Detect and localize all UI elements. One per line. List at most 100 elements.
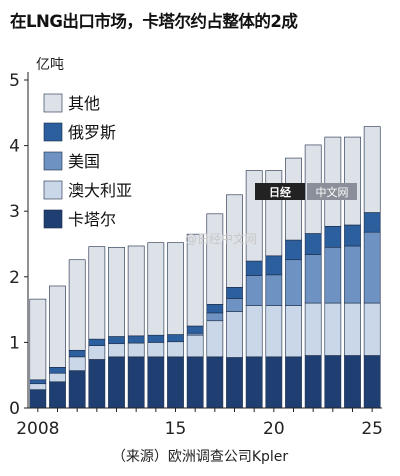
- bar-segment-卡塔尔-2019: [245, 356, 263, 409]
- bar-segment-澳大利亚-2018: [226, 311, 243, 358]
- legend-label-其他: 其他: [68, 94, 100, 113]
- bar-segment-其他-2013: [127, 245, 145, 337]
- x-tick-label-2015: 15: [165, 419, 187, 439]
- bar-segment-卡塔尔-2013: [127, 356, 145, 409]
- bar-segment-俄罗斯-2016: [186, 325, 204, 334]
- bar-segment-澳大利亚-2014: [147, 342, 165, 358]
- bar-segment-澳大利亚-2015: [167, 341, 184, 358]
- watermark-logo-box: [255, 183, 305, 200]
- bar-segment-其他-2017: [206, 213, 224, 305]
- legend-swatch-俄罗斯: [43, 122, 63, 142]
- bar-segment-俄罗斯-2011: [88, 338, 106, 346]
- bar-segment-澳大利亚-2009: [49, 372, 66, 383]
- bar-segment-卡塔尔-2023: [324, 355, 342, 409]
- bar-segment-美国-2019: [245, 275, 263, 306]
- bar-segment-其他-2024: [344, 136, 361, 226]
- watermark-weibo: @日经中文网: [185, 231, 257, 246]
- bar-segment-美国-2017: [206, 312, 224, 322]
- bar-segment-其他-2016: [186, 233, 204, 327]
- bar-segment-卡塔尔-2009: [49, 381, 66, 409]
- bar-segment-卡塔尔-2016: [186, 356, 204, 409]
- bar-segment-俄罗斯-2014: [147, 334, 165, 343]
- bar-segment-澳大利亚-2025: [363, 302, 381, 356]
- bar-segment-其他-2008: [29, 298, 47, 381]
- bar-segment-澳大利亚-2020: [265, 305, 283, 358]
- source-note: （来源）欧洲调查公司Kpler: [111, 449, 289, 465]
- bar-segment-澳大利亚-2011: [88, 345, 106, 360]
- bar-segment-俄罗斯-2020: [265, 255, 283, 276]
- watermark-site: 中文网: [316, 185, 349, 199]
- bar-segment-卡塔尔-2008: [29, 389, 47, 409]
- bar-segment-澳大利亚-2022: [304, 302, 322, 356]
- bar-segment-卡塔尔-2014: [147, 356, 165, 409]
- bar-segment-澳大利亚-2017: [206, 320, 224, 358]
- bar-segment-澳大利亚-2024: [344, 302, 361, 356]
- bar-segment-俄罗斯-2009: [49, 367, 66, 374]
- bar-segment-卡塔尔-2018: [226, 357, 243, 409]
- bar-segment-澳大利亚-2023: [324, 302, 342, 356]
- legend-label-俄罗斯: 俄罗斯: [68, 123, 116, 142]
- bar-segment-俄罗斯-2017: [206, 304, 224, 314]
- bar-segment-澳大利亚-2012: [108, 343, 125, 358]
- bar-segment-俄罗斯-2021: [285, 239, 302, 261]
- bar-segment-卡塔尔-2012: [108, 356, 125, 409]
- y-tick-label-5: 5: [9, 71, 20, 91]
- watermark: 日经 中文网 @日经中文网: [185, 183, 357, 246]
- bar-segment-俄罗斯-2024: [344, 224, 361, 247]
- legend-swatch-澳大利亚: [43, 180, 63, 200]
- bar-segment-俄罗斯-2013: [127, 335, 145, 344]
- y-axis-unit: 亿吨: [36, 57, 64, 73]
- bar-segment-美国-2024: [344, 245, 361, 304]
- legend-label-澳大利亚: 澳大利亚: [68, 181, 132, 200]
- bar-segment-澳大利亚-2008: [29, 383, 47, 390]
- bar-segment-俄罗斯-2023: [324, 225, 342, 248]
- bar-segment-美国-2025: [363, 231, 381, 304]
- bar-segment-澳大利亚-2019: [245, 305, 263, 358]
- bar-segment-其他-2011: [88, 246, 106, 340]
- legend-swatch-美国: [43, 151, 63, 171]
- watermark-site-box: [307, 183, 357, 200]
- axis-layer: 0 1 2 3 4 5 亿吨 2008 15 20 25: [9, 57, 383, 439]
- legend-label-卡塔尔: 卡塔尔: [68, 210, 116, 229]
- y-tick-label-0: 0: [9, 399, 20, 419]
- bar-segment-卡塔尔-2011: [88, 359, 106, 409]
- y-tick-label-3: 3: [9, 202, 20, 222]
- bar-segment-美国-2023: [324, 246, 342, 304]
- x-tick-label-2020: 20: [263, 419, 285, 439]
- bar-segment-俄罗斯-2025: [363, 212, 381, 233]
- bars-layer: [29, 126, 381, 409]
- bar-segment-澳大利亚-2021: [285, 305, 302, 358]
- bar-segment-其他-2023: [324, 136, 342, 227]
- legend-swatch-卡塔尔: [43, 209, 63, 229]
- bar-segment-卡塔尔-2024: [344, 355, 361, 409]
- x-tick-label-2008: 2008: [16, 419, 59, 439]
- bar-segment-卡塔尔-2022: [304, 355, 322, 409]
- bar-segment-俄罗斯-2012: [108, 336, 125, 345]
- x-tick-label-2025: 25: [361, 419, 383, 439]
- y-tick-label-2: 2: [9, 268, 20, 288]
- bar-segment-卡塔尔-2020: [265, 356, 283, 409]
- chart-title: 在LNG出口市场，卡塔尔约占整体的2成: [10, 12, 298, 31]
- bar-segment-其他-2015: [167, 242, 184, 335]
- bar-segment-其他-2010: [68, 259, 86, 351]
- legend-label-美国: 美国: [68, 152, 100, 171]
- bar-segment-美国-2022: [304, 254, 322, 304]
- bar-segment-俄罗斯-2018: [226, 286, 243, 299]
- bar-segment-俄罗斯-2008: [29, 379, 47, 385]
- bar-segment-俄罗斯-2015: [167, 334, 184, 343]
- bar-segment-澳大利亚-2013: [127, 342, 145, 358]
- bar-segment-美国-2021: [285, 259, 302, 306]
- bar-segment-俄罗斯-2022: [304, 233, 322, 255]
- bar-segment-俄罗斯-2019: [245, 260, 263, 276]
- bar-segment-其他-2025: [363, 126, 381, 213]
- bar-segment-卡塔尔-2015: [167, 356, 184, 409]
- bar-segment-卡塔尔-2010: [68, 370, 86, 409]
- bar-segment-美国-2018: [226, 298, 243, 312]
- bar-segment-其他-2012: [108, 246, 125, 337]
- bar-segment-其他-2014: [147, 242, 165, 336]
- bar-segment-澳大利亚-2016: [186, 334, 204, 358]
- bar-segment-美国-2020: [265, 274, 283, 306]
- bar-segment-卡塔尔-2021: [285, 356, 302, 409]
